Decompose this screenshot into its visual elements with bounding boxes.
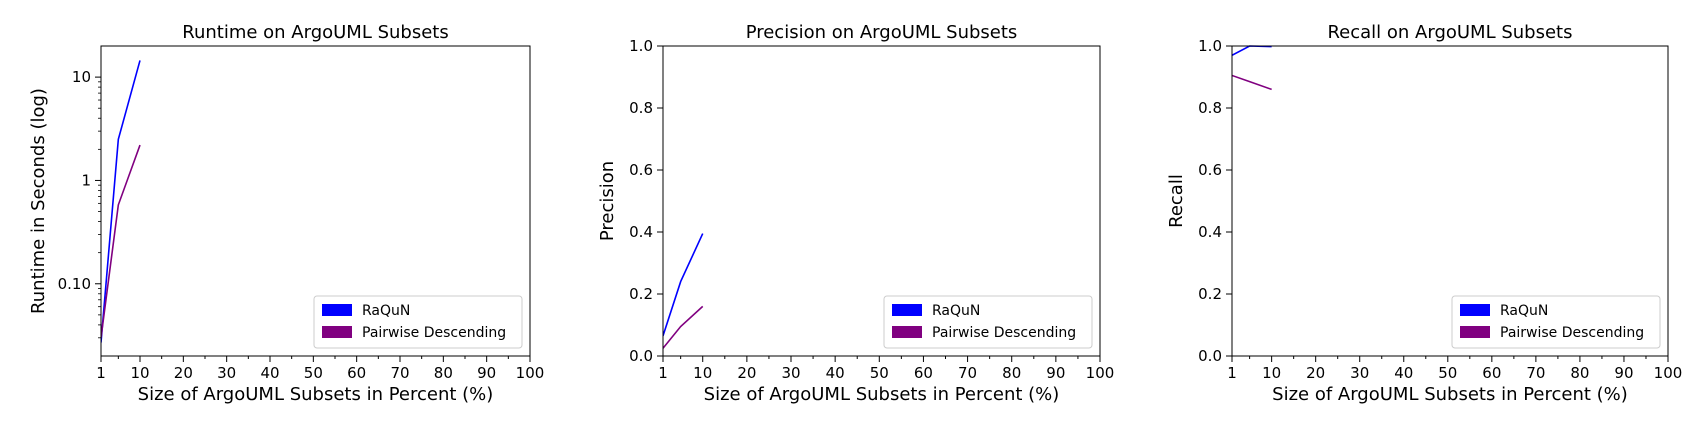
x-tick-label: 10 (130, 364, 149, 382)
x-tick-label: 50 (870, 364, 889, 382)
legend-swatch (892, 326, 922, 338)
legend-swatch (322, 304, 352, 316)
x-tick-label: 30 (217, 364, 236, 382)
legend-swatch (322, 326, 352, 338)
series-line-raqun (1232, 45, 1272, 57)
x-tick-label: 50 (304, 364, 323, 382)
legend-box (883, 295, 1093, 349)
legend: RaQuN Pairwise Descending (883, 295, 1093, 349)
x-tick-label: 20 (1306, 364, 1325, 382)
y-tick-label: 10 (72, 68, 91, 86)
x-tick-label: 40 (1394, 364, 1413, 382)
x-tick-label: 80 (1570, 364, 1589, 382)
x-axis-label: Size of ArgoUML Subsets in Percent (%) (1272, 384, 1628, 405)
plot-frame (1231, 45, 1669, 357)
x-tick-label: 70 (958, 364, 977, 382)
x-tick-label: 60 (1482, 364, 1501, 382)
chart-title: Precision on ArgoUML Subsets (746, 22, 1018, 43)
x-tick-label: 30 (1350, 364, 1369, 382)
series-line-pairwise-descending (663, 305, 704, 349)
chart-title: Recall on ArgoUML Subsets (1327, 22, 1572, 43)
y-tick-label: 0.8 (629, 99, 653, 117)
x-tick-label: 10 (1262, 364, 1281, 382)
legend-label: Pairwise Descending (932, 325, 1076, 341)
x-tick-label: 20 (174, 364, 193, 382)
x-tick-label: 1 (1227, 364, 1237, 382)
x-tick-label: 20 (737, 364, 756, 382)
x-tick-label: 70 (390, 364, 409, 382)
chart-panel-1: Runtime on ArgoUML Subsets 1 10 20 30 40 50 60 7… (28, 22, 544, 405)
y-tick-label: 0.0 (629, 347, 653, 365)
x-tick-label: 100 (1654, 364, 1683, 382)
x-tick-label: 40 (260, 364, 279, 382)
y-axis-label: Runtime in Seconds (log) (28, 88, 49, 314)
y-axis-label: Recall (1166, 174, 1187, 228)
x-tick-label: 90 (477, 364, 496, 382)
legend-swatch (1460, 304, 1490, 316)
y-tick-label: 0.4 (1198, 223, 1222, 241)
y-tick-label: 0.8 (1198, 99, 1222, 117)
series-line-raqun (663, 233, 704, 337)
x-tick-label: 80 (1002, 364, 1021, 382)
x-axis-label: Size of ArgoUML Subsets in Percent (%) (704, 384, 1060, 405)
y-tick-label: 1.0 (629, 37, 653, 55)
x-tick-label: 1 (96, 364, 106, 382)
x-tick-label: 50 (1438, 364, 1457, 382)
legend-label: Pairwise Descending (362, 325, 506, 341)
y-tick-label: 0.6 (629, 161, 653, 179)
legend: RaQuN Pairwise Descending (313, 295, 523, 349)
x-tick-label: 1 (658, 364, 668, 382)
y-tick-label: 0.4 (629, 223, 653, 241)
x-tick-label: 100 (1086, 364, 1115, 382)
legend: RaQuN Pairwise Descending (1451, 295, 1661, 349)
x-tick-label: 40 (826, 364, 845, 382)
plot-frame (662, 45, 1101, 357)
x-tick-label: 100 (516, 364, 545, 382)
x-axis-label: Size of ArgoUML Subsets in Percent (%) (138, 384, 494, 405)
chart-panel-3: Recall on ArgoUML Subsets 1 10 20 30 40 50 60 70… (1166, 22, 1682, 405)
y-tick-label: 0.2 (1198, 285, 1222, 303)
legend-swatch (892, 304, 922, 316)
x-tick-label: 30 (781, 364, 800, 382)
y-tick-label: 1 (81, 171, 91, 189)
chart-panel-2: Precision on ArgoUML Subsets 1 10 20 30 40 50 6… (597, 22, 1114, 405)
plot-frame (100, 45, 531, 357)
legend-label: RaQuN (362, 303, 410, 319)
x-tick-label: 90 (1046, 364, 1065, 382)
legend-box (313, 295, 523, 349)
y-tick-label: 1.0 (1198, 37, 1222, 55)
legend-box (1451, 295, 1661, 349)
x-tick-label: 90 (1614, 364, 1633, 382)
legend-swatch (1460, 326, 1490, 338)
series-line-raqun (101, 60, 141, 343)
legend-label: Pairwise Descending (1500, 325, 1644, 341)
x-tick-label: 60 (914, 364, 933, 382)
y-tick-label: 0.2 (629, 285, 653, 303)
x-tick-label: 60 (347, 364, 366, 382)
x-tick-label: 80 (434, 364, 453, 382)
y-tick-label: 0.10 (58, 275, 91, 293)
y-axis-label: Precision (597, 161, 618, 241)
legend-label: RaQuN (932, 303, 980, 319)
series-line-pairwise-descending (101, 144, 141, 338)
legend-label: RaQuN (1500, 303, 1548, 319)
chart-title: Runtime on ArgoUML Subsets (182, 22, 448, 43)
x-tick-label: 70 (1526, 364, 1545, 382)
y-tick-label: 0.6 (1198, 161, 1222, 179)
series-line-pairwise-descending (1232, 74, 1272, 91)
x-tick-label: 10 (693, 364, 712, 382)
y-tick-label: 0.0 (1198, 347, 1222, 365)
